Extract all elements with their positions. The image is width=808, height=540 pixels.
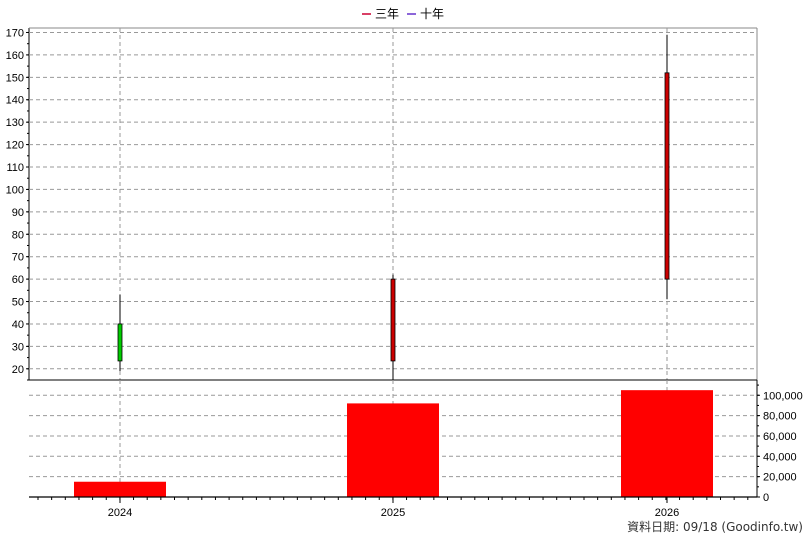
price-tick-label: 40 bbox=[12, 319, 24, 331]
price-tick-label: 60 bbox=[12, 274, 24, 286]
price-tick-label: 30 bbox=[12, 341, 24, 353]
price-tick-label: 80 bbox=[12, 229, 24, 241]
price-tick-label: 120 bbox=[6, 140, 24, 152]
price-tick-label: 140 bbox=[6, 95, 24, 107]
price-tick-label: 150 bbox=[6, 72, 24, 84]
volume-bar-2026 bbox=[621, 390, 713, 497]
price-tick-label: 90 bbox=[12, 207, 24, 219]
price-tick-label: 100 bbox=[6, 184, 24, 196]
price-tick-label: 20 bbox=[12, 364, 24, 376]
candle-body bbox=[390, 278, 396, 362]
volume-tick-label: 0 bbox=[763, 492, 769, 504]
x-tick-label: 2025 bbox=[381, 507, 405, 519]
price-tick-label: 130 bbox=[6, 117, 24, 129]
candle-2025 bbox=[390, 274, 396, 383]
volume-panel: 0 20,000 40,000 60,000 80,000 100,000 bbox=[29, 379, 803, 504]
candle-2024 bbox=[117, 294, 123, 372]
price-panel: 20 30 40 50 60 70 80 90 100 110 120 130 140 150 160 170 bbox=[6, 27, 758, 383]
volume-tick-label: 80,000 bbox=[763, 411, 797, 423]
volume-bar-2025 bbox=[347, 403, 439, 497]
price-tick-label: 110 bbox=[6, 162, 24, 174]
x-axis: 2024 2025 2026 bbox=[29, 496, 757, 519]
price-tick-label: 160 bbox=[6, 50, 24, 62]
volume-bar-2024 bbox=[74, 481, 166, 497]
volume-tick-label: 20,000 bbox=[763, 472, 797, 484]
x-tick-label: 2026 bbox=[655, 507, 679, 519]
volume-tick-label: 100,000 bbox=[763, 390, 803, 402]
price-tick-label: 170 bbox=[6, 27, 24, 39]
candle-body bbox=[117, 323, 123, 362]
legend: 三年 十年 bbox=[362, 7, 444, 21]
legend-label: 十年 bbox=[420, 7, 444, 21]
legend-item: 三年 bbox=[362, 7, 399, 21]
candle-2026 bbox=[664, 34, 670, 300]
volume-tick-label: 60,000 bbox=[763, 431, 797, 443]
volume-tick-label: 40,000 bbox=[763, 451, 797, 463]
legend-label: 三年 bbox=[375, 7, 399, 21]
x-tick-label: 2024 bbox=[108, 507, 132, 519]
candle-body bbox=[664, 72, 670, 280]
price-tick-label: 70 bbox=[12, 252, 24, 264]
legend-item: 十年 bbox=[407, 7, 444, 21]
data-date-label: 資料日期: 09/18 (Goodinfo.tw) bbox=[627, 520, 803, 534]
price-tick-label: 50 bbox=[12, 297, 24, 309]
